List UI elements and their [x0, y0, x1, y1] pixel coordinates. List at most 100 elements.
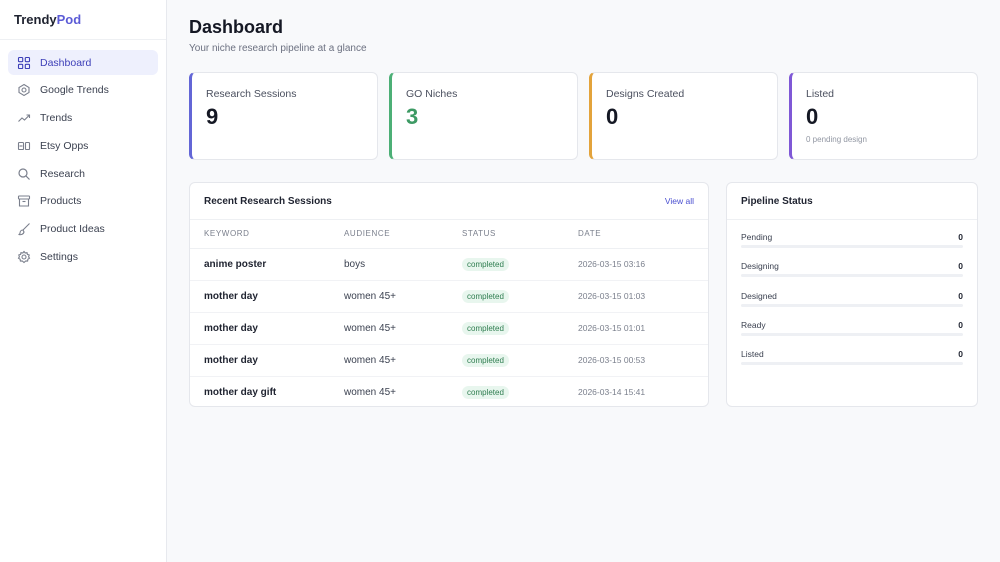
sidebar: TrendyPod Dashboard Google Trends Trends…	[0, 0, 167, 562]
pipeline-status-panel: Pipeline Status Pending 0 Designing 0 De…	[726, 182, 978, 407]
sessions-table: KEYWORD AUDIENCE STATUS DATE anime poste…	[190, 220, 708, 408]
cell-status: completed	[448, 344, 564, 377]
stat-value: 9	[206, 104, 219, 129]
table-row[interactable]: mother day women 45+ completed 2026-03-1…	[190, 344, 708, 377]
cell-keyword: mother day	[190, 344, 330, 377]
panel-title: Recent Research Sessions	[204, 195, 332, 207]
pipeline-row-designed: Designed 0	[741, 289, 963, 318]
cell-audience: women 45+	[344, 386, 396, 398]
cell-audience: women 45+	[330, 280, 448, 313]
pipeline-row-designing: Designing 0	[741, 259, 963, 288]
sidebar-item-etsy-opps[interactable]: Etsy Opps	[8, 133, 158, 158]
etsy-icon	[17, 139, 31, 153]
sidebar-item-dashboard[interactable]: Dashboard	[8, 50, 158, 75]
search-icon	[17, 167, 31, 181]
pipeline-label: Ready	[741, 319, 766, 330]
pipeline-row-ready: Ready 0	[741, 318, 963, 347]
brand-logo[interactable]: TrendyPod	[0, 0, 166, 40]
table-row[interactable]: mother day women 45+ completed 2026-03-1…	[190, 280, 708, 313]
main-content: Dashboard Your niche research pipeline a…	[167, 0, 1000, 562]
stat-label: GO Niches	[406, 88, 458, 100]
cell-date: 2026-03-15 03:16	[564, 248, 708, 281]
pipeline-list: Pending 0 Designing 0 Designed 0 Ready 0…	[727, 220, 977, 376]
brand-name-part2: Pod	[56, 12, 82, 27]
stat-value: 0	[806, 104, 819, 129]
pipeline-count: 0	[958, 232, 963, 242]
cell-audience: boys	[330, 248, 448, 281]
column-header-date[interactable]: DATE	[564, 220, 708, 249]
pipeline-label: Pending	[741, 232, 773, 242]
sidebar-item-research[interactable]: Research	[8, 161, 158, 186]
cell-keyword: mother day	[190, 312, 330, 345]
cell-audience: women 45+	[330, 344, 448, 377]
cell-date: 2026-03-15 00:53	[564, 344, 708, 377]
sidebar-item-trends[interactable]: Trends	[8, 106, 158, 131]
status-badge: completed	[462, 257, 509, 271]
recent-sessions-panel: Recent Research Sessions View all KEYWOR…	[189, 182, 709, 407]
stat-card-listed: Listed 0 0 pending design	[789, 72, 978, 160]
pipeline-count: 0	[958, 349, 963, 360]
stat-label: Listed	[806, 88, 835, 100]
stat-value: 0	[606, 104, 619, 129]
sidebar-item-settings[interactable]: Settings	[8, 245, 158, 270]
view-all-link[interactable]: View all	[664, 196, 694, 206]
table-row[interactable]: mother day women 45+ completed 2026-03-1…	[190, 312, 708, 345]
sidebar-item-label: Trends	[40, 112, 73, 125]
pipeline-label: Listed	[741, 349, 764, 360]
status-badge: completed	[462, 289, 509, 303]
gear-icon	[17, 250, 31, 264]
status-badge: completed	[462, 353, 509, 367]
pipeline-row-listed: Listed 0	[741, 347, 963, 376]
google-icon	[17, 83, 31, 97]
cell-date: 2026-03-14 15:41	[578, 387, 646, 398]
status-badge: completed	[462, 321, 509, 335]
stat-label: Research Sessions	[206, 88, 297, 100]
pipeline-count: 0	[958, 319, 963, 330]
cell-audience: women 45+	[330, 312, 448, 345]
cell-date: 2026-03-15 01:01	[564, 312, 708, 345]
trending-up-icon	[17, 111, 31, 125]
brand-name-part1: Trendy	[14, 12, 57, 27]
progress-bar	[741, 274, 963, 278]
progress-bar	[741, 362, 963, 366]
sidebar-item-google-trends[interactable]: Google Trends	[8, 78, 158, 103]
box-icon	[17, 194, 31, 208]
sidebar-item-label: Products	[40, 195, 82, 208]
stat-label: Designs Created	[606, 88, 685, 100]
sidebar-item-label: Google Trends	[40, 84, 109, 97]
cell-status: completed	[448, 376, 564, 408]
sidebar-item-label: Research	[40, 167, 85, 180]
stat-card-research-sessions: Research Sessions 9	[189, 72, 378, 160]
sidebar-item-product-ideas[interactable]: Product Ideas	[8, 217, 158, 242]
column-header-audience[interactable]: AUDIENCE	[330, 220, 448, 249]
stat-note: 0 pending design	[806, 135, 867, 144]
grid-icon	[17, 56, 31, 70]
pipeline-row-pending: Pending 0	[741, 230, 963, 259]
cell-keyword: mother day gift	[204, 386, 277, 398]
table-row[interactable]: anime poster boys completed 2026-03-15 0…	[190, 248, 708, 281]
progress-bar	[741, 303, 963, 307]
stat-value: 3	[406, 104, 419, 129]
progress-bar	[741, 332, 963, 336]
table-row[interactable]: mother day gift women 45+ completed 2026…	[190, 376, 708, 408]
sidebar-item-label: Product Ideas	[40, 223, 105, 236]
column-header-keyword[interactable]: KEYWORD	[190, 220, 330, 249]
pipeline-count: 0	[958, 261, 963, 272]
page-subtitle: Your niche research pipeline at a glance	[189, 43, 367, 54]
panel-header: Recent Research Sessions View all	[190, 183, 708, 220]
sidebar-item-products[interactable]: Products	[8, 189, 158, 214]
sidebar-item-label: Dashboard	[40, 56, 92, 69]
pipeline-count: 0	[958, 290, 963, 301]
cell-keyword: anime poster	[190, 248, 330, 281]
page-title: Dashboard	[189, 17, 284, 37]
brush-icon	[17, 222, 31, 236]
cell-status: completed	[448, 312, 564, 345]
sidebar-item-label: Settings	[40, 251, 78, 264]
panel-title: Pipeline Status	[741, 195, 813, 207]
cell-status: completed	[448, 248, 564, 281]
table-header-row: KEYWORD AUDIENCE STATUS DATE	[190, 220, 708, 249]
panel-header: Pipeline Status	[727, 183, 977, 220]
column-header-status[interactable]: STATUS	[448, 220, 564, 249]
cell-date: 2026-03-15 01:03	[564, 280, 708, 313]
stat-cards: Research Sessions 9 GO Niches 3 Designs …	[189, 72, 978, 160]
